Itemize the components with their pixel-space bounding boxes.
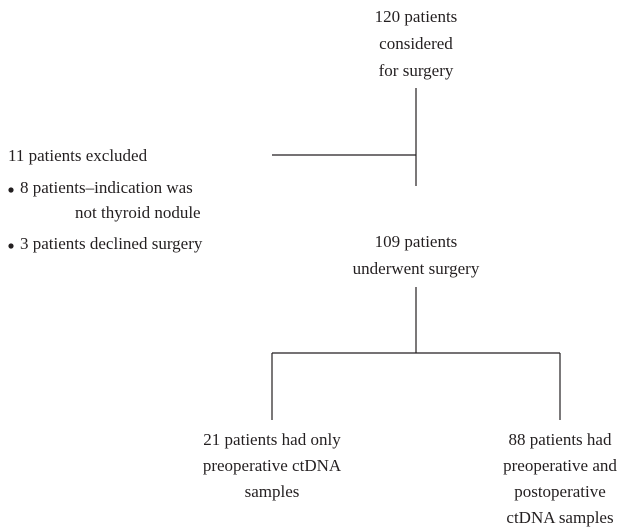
bullet (8, 187, 14, 193)
node-text: 120 patients (375, 7, 458, 26)
node-text: preoperative ctDNA (203, 456, 342, 475)
exclusion-item: not thyroid nodule (75, 203, 201, 222)
node-text: postoperative (514, 482, 606, 501)
node-text: 109 patients (375, 232, 458, 251)
node-text: ctDNA samples (506, 508, 613, 527)
bullet (8, 243, 14, 249)
node-text: for surgery (379, 61, 454, 80)
node-text: samples (245, 482, 300, 501)
node-text: underwent surgery (353, 259, 480, 278)
node-text: considered (379, 34, 453, 53)
exclusion-item: 8 patients–indication was (20, 178, 193, 197)
exclusion-item: 3 patients declined surgery (20, 234, 203, 253)
node-text: 88 patients had (509, 430, 612, 449)
exclusion-title: 11 patients excluded (8, 146, 148, 165)
node-text: preoperative and (503, 456, 617, 475)
node-text: 21 patients had only (203, 430, 341, 449)
